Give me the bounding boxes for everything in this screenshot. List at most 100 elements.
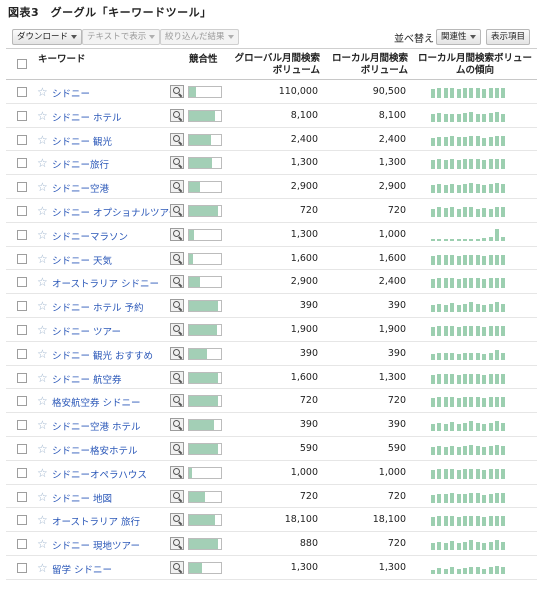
star-icon[interactable]: ☆ xyxy=(37,85,48,99)
magnifier-icon[interactable] xyxy=(170,346,184,360)
magnifier-icon[interactable] xyxy=(170,537,184,551)
magnifier-icon[interactable] xyxy=(170,156,184,170)
keyword-link[interactable]: シドニー オプショナルツアー xyxy=(52,208,178,219)
star-icon[interactable]: ☆ xyxy=(37,489,48,504)
keyword-link[interactable]: シドニー 観光 おすすめ xyxy=(52,350,154,362)
keyword-link[interactable]: シドニー ツアー xyxy=(52,327,121,338)
star-icon[interactable]: ☆ xyxy=(37,346,48,361)
star-icon[interactable]: ☆ xyxy=(37,180,48,195)
display-items-button[interactable]: 表示項目 xyxy=(486,29,531,45)
magnifier-icon[interactable] xyxy=(170,132,184,146)
row-checkbox[interactable] xyxy=(17,253,27,264)
magnifier-icon[interactable] xyxy=(170,513,184,527)
star-icon[interactable]: ☆ xyxy=(37,394,48,409)
row-checkbox[interactable] xyxy=(17,563,27,573)
magnifier-icon[interactable] xyxy=(170,465,184,479)
star-icon[interactable]: ☆ xyxy=(37,227,48,242)
star-icon[interactable]: ☆ xyxy=(37,275,48,290)
magnifier-icon[interactable] xyxy=(170,442,184,455)
row-checkbox[interactable] xyxy=(17,229,27,240)
header-local-volume[interactable]: ローカル月間検索 ボリューム xyxy=(326,53,408,77)
star-icon[interactable]: ☆ xyxy=(37,156,48,171)
star-icon[interactable]: ☆ xyxy=(37,442,48,456)
magnifier-icon[interactable] xyxy=(170,418,184,432)
keyword-link[interactable]: シドニー空港 xyxy=(52,184,110,196)
keyword-link[interactable]: 留学 シドニー xyxy=(52,565,113,576)
star-icon[interactable]: ☆ xyxy=(37,465,48,480)
row-checkbox[interactable] xyxy=(17,277,27,288)
row-checkbox[interactable] xyxy=(17,110,27,121)
star-icon[interactable]: ☆ xyxy=(37,204,48,218)
sort-select[interactable]: 関連性 xyxy=(436,29,481,45)
magnifier-icon[interactable] xyxy=(170,85,184,98)
select-all-checkbox[interactable] xyxy=(17,59,27,69)
star-icon[interactable]: ☆ xyxy=(37,299,48,314)
magnifier-icon[interactable] xyxy=(170,180,184,194)
row-checkbox[interactable] xyxy=(17,348,27,359)
magnifier-icon[interactable] xyxy=(170,561,184,574)
keyword-link[interactable]: オーストラリア 旅行 xyxy=(52,517,141,529)
header-keyword[interactable]: キーワード xyxy=(38,54,86,65)
row-checkbox[interactable] xyxy=(17,396,27,407)
keyword-link[interactable]: シドニー空港 ホテル xyxy=(52,422,141,434)
row-checkbox[interactable] xyxy=(17,444,27,454)
trend-bar xyxy=(450,446,455,455)
keyword-link[interactable]: 格安航空券 シドニー xyxy=(52,398,141,410)
magnifier-icon[interactable] xyxy=(170,275,184,289)
magnifier-icon[interactable] xyxy=(170,204,184,217)
star-icon[interactable]: ☆ xyxy=(37,251,48,266)
competition-bar xyxy=(188,86,222,98)
trend-bar xyxy=(431,398,435,408)
star-icon[interactable]: ☆ xyxy=(37,537,48,552)
keyword-link[interactable]: シドニーマラソン xyxy=(52,231,129,243)
keyword-link[interactable]: シドニー 航空券 xyxy=(52,374,122,386)
keyword-link[interactable]: シドニー 観光 xyxy=(52,136,113,148)
magnifier-icon[interactable] xyxy=(170,370,184,384)
header-global-volume[interactable]: グローバル月間検索 ボリューム xyxy=(228,53,320,77)
row-checkbox[interactable] xyxy=(17,420,27,431)
keyword-link[interactable]: シドニー ホテル xyxy=(52,112,122,124)
keyword-link[interactable]: シドニー格安ホテル xyxy=(52,446,138,457)
row-checkbox[interactable] xyxy=(17,467,27,478)
keyword-link[interactable]: シドニーオペラハウス xyxy=(52,469,147,481)
row-checkbox[interactable] xyxy=(17,158,27,169)
row-checkbox[interactable] xyxy=(17,491,27,502)
row-checkbox[interactable] xyxy=(17,87,27,97)
magnifier-icon[interactable] xyxy=(170,323,184,336)
star-icon[interactable]: ☆ xyxy=(37,418,48,433)
row-checkbox[interactable] xyxy=(17,134,27,145)
magnifier-icon[interactable] xyxy=(170,299,184,313)
row-checkbox[interactable] xyxy=(17,372,27,383)
header-local-trend[interactable]: ローカル月間検索ボリュー ムの傾向 xyxy=(414,53,536,77)
magnifier-icon[interactable] xyxy=(170,227,184,241)
keyword-link[interactable]: シドニー 現地ツアー xyxy=(52,541,140,553)
keyword-link[interactable]: シドニー ホテル 予約 xyxy=(52,303,144,315)
star-icon[interactable]: ☆ xyxy=(37,513,48,528)
filtered-results-button[interactable]: 絞り込んだ結果 xyxy=(160,29,239,45)
magnifier-icon[interactable] xyxy=(170,394,184,408)
keyword-link[interactable]: シドニー 地図 xyxy=(52,493,113,505)
star-icon[interactable]: ☆ xyxy=(37,108,48,123)
view-as-text-button[interactable]: テキストで表示 xyxy=(82,29,161,45)
row-checkbox[interactable] xyxy=(17,539,27,550)
keyword-link[interactable]: シドニー xyxy=(52,89,91,100)
row-checkbox[interactable] xyxy=(17,182,27,193)
download-button[interactable]: ダウンロード xyxy=(12,29,83,45)
magnifier-icon[interactable] xyxy=(170,489,184,503)
keyword-link[interactable]: オーストラリア シドニー xyxy=(52,279,160,291)
keyword-link[interactable]: シドニー旅行 xyxy=(52,160,110,172)
keyword-link[interactable]: シドニー 天気 xyxy=(52,255,113,267)
header-competition[interactable]: 競合性 xyxy=(189,54,218,65)
trend-bar xyxy=(482,569,487,574)
magnifier-icon[interactable] xyxy=(170,108,184,122)
row-checkbox[interactable] xyxy=(17,325,27,335)
row-checkbox[interactable] xyxy=(17,515,27,526)
row-checkbox[interactable] xyxy=(17,206,27,216)
magnifier-icon[interactable] xyxy=(170,251,184,265)
star-icon[interactable]: ☆ xyxy=(37,132,48,147)
star-icon[interactable]: ☆ xyxy=(37,323,48,337)
star-icon[interactable]: ☆ xyxy=(37,370,48,385)
star-icon[interactable]: ☆ xyxy=(37,561,48,575)
row-checkbox[interactable] xyxy=(17,301,27,312)
trend-bar xyxy=(431,447,435,455)
